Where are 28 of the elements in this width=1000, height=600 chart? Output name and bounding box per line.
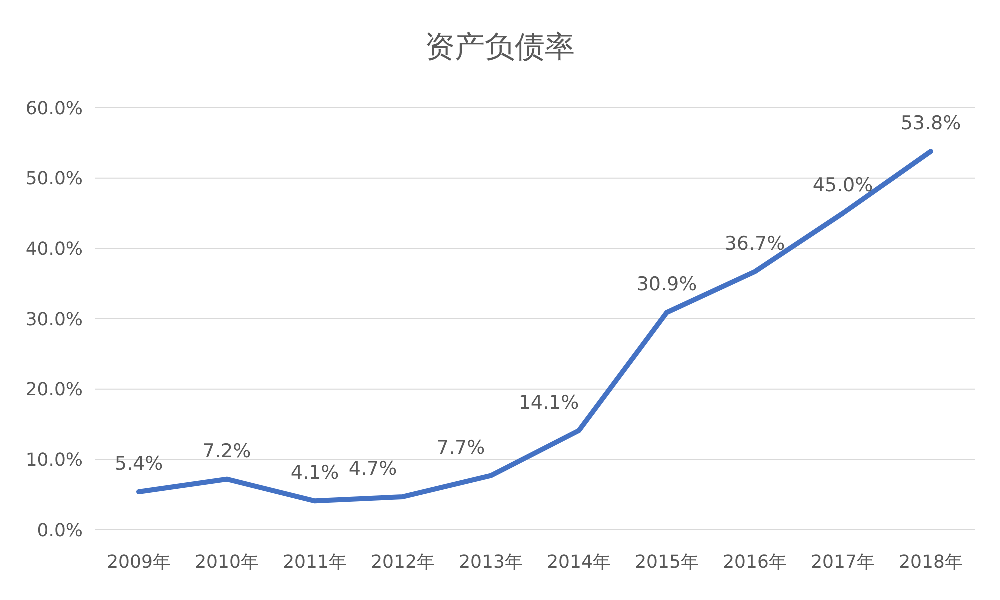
data-label: 53.8% xyxy=(900,112,962,135)
y-tick-label: 20.0% xyxy=(26,380,83,401)
chart-title: 资产负债率 xyxy=(425,30,575,65)
data-label: 30.9% xyxy=(636,274,698,296)
y-tick-label: 30.0% xyxy=(26,309,83,330)
x-tick-label: 2015年 xyxy=(635,552,699,573)
data-label: 45.0% xyxy=(812,174,874,196)
x-tick-label: 2013年 xyxy=(459,552,523,573)
x-tick-label: 2018年 xyxy=(899,552,963,573)
y-tick-label: 50.0% xyxy=(26,168,83,190)
data-label: 4.1% xyxy=(290,462,340,484)
y-tick-label: 60.0% xyxy=(26,98,83,120)
y-tick-label: 40.0% xyxy=(26,238,83,260)
x-tick-label: 2009年 xyxy=(107,552,171,573)
x-tick-label: 2016年 xyxy=(723,552,787,573)
data-label: 5.4% xyxy=(114,453,164,476)
data-label: 36.7% xyxy=(724,232,786,255)
x-tick-label: 2012年 xyxy=(371,552,435,573)
data-label: 7.7% xyxy=(436,436,486,459)
y-tick-label: 0.0% xyxy=(37,520,83,542)
x-tick-label: 2011年 xyxy=(283,552,347,573)
data-label: 7.2% xyxy=(202,440,252,462)
x-tick-label: 2010年 xyxy=(195,552,259,573)
data-label: 4.7% xyxy=(348,458,398,480)
x-tick-label: 2017年 xyxy=(811,552,875,573)
data-label: 14.1% xyxy=(518,392,580,414)
x-tick-label: 2014年 xyxy=(547,552,611,573)
y-tick-label: 10.0% xyxy=(26,450,83,471)
